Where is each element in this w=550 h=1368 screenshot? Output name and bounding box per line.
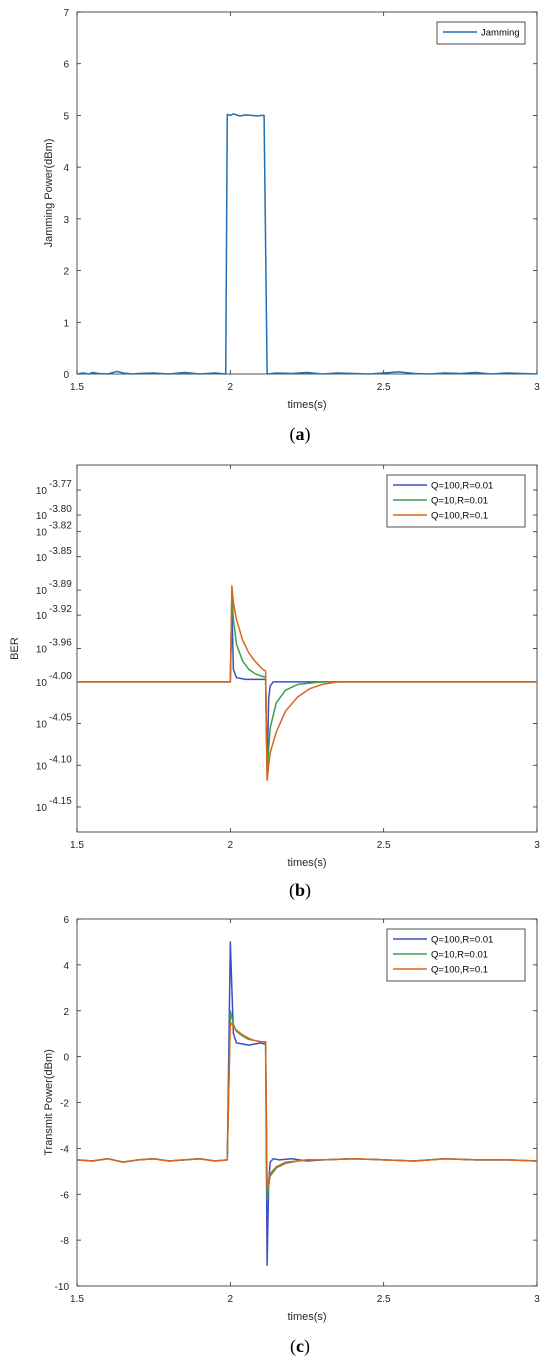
panel-caption: (a) — [290, 424, 311, 445]
caption-paren-close: ) — [305, 880, 311, 901]
y-tick-label: 2 — [63, 1007, 69, 1018]
y-tick-label: 5 — [63, 111, 69, 122]
x-tick-label: 2.5 — [377, 1294, 391, 1305]
legend-entry: Jamming — [481, 28, 520, 39]
y-tick-base: 10 — [36, 528, 48, 539]
y-tick-label: -10 — [55, 1282, 70, 1293]
caption-letter: a — [296, 424, 305, 444]
caption-paren-open: ( — [290, 424, 296, 445]
y-tick-base: 10 — [36, 678, 48, 689]
y-tick-exponent: -3.85 — [49, 546, 72, 557]
y-tick-base: 10 — [36, 486, 48, 497]
x-tick-label: 1.5 — [70, 1294, 84, 1305]
plot-area — [76, 11, 538, 375]
x-tick-label: 1.5 — [70, 840, 84, 851]
y-tick-label: 6 — [63, 915, 69, 926]
series-line-2 — [77, 585, 537, 782]
x-tick-label: 2 — [228, 382, 234, 393]
y-tick-base: 10 — [36, 761, 48, 772]
y-axis-label: Transmit Power(dBm) — [43, 1049, 55, 1156]
y-tick-label: 4 — [63, 163, 69, 174]
y-tick-base: 10 — [36, 803, 48, 814]
y-tick-exponent: -3.80 — [49, 504, 72, 515]
caption-paren-close: ) — [305, 424, 311, 445]
x-axis-label: times(s) — [287, 857, 326, 869]
y-tick-label: 0 — [63, 1053, 69, 1064]
y-tick-label: 0 — [63, 370, 69, 381]
legend-entry: Q=10,R=0.01 — [431, 950, 488, 961]
y-tick-label: 7 — [63, 8, 69, 19]
y-tick-base: 10 — [36, 511, 48, 522]
legend — [436, 21, 526, 45]
y-tick-label: -4 — [60, 1144, 69, 1155]
y-tick-base: 10 — [36, 586, 48, 597]
y-tick-exponent: -4.10 — [49, 754, 72, 765]
y-tick-label: -6 — [60, 1190, 69, 1201]
series-line-0 — [76, 113, 538, 375]
caption-letter: b — [295, 880, 305, 900]
series-line-2 — [76, 1021, 538, 1191]
x-tick-label: 3 — [534, 382, 540, 393]
legend-entry: Q=100,R=0.01 — [431, 935, 493, 946]
y-tick-exponent: -4.15 — [49, 796, 72, 807]
x-axis-label: times(s) — [287, 1311, 326, 1323]
y-tick-label: 6 — [63, 60, 69, 71]
y-tick-label: 3 — [63, 215, 69, 226]
y-tick-base: 10 — [36, 553, 48, 564]
y-tick-exponent: -3.82 — [49, 521, 72, 532]
y-tick-label: 4 — [63, 961, 69, 972]
x-axis-label: times(s) — [287, 399, 326, 411]
y-tick-base: 10 — [36, 611, 48, 622]
x-tick-label: 2.5 — [377, 840, 391, 851]
legend-entry: Q=10,R=0.01 — [431, 496, 488, 507]
y-tick-exponent: -3.89 — [49, 579, 72, 590]
y-tick-label: 1 — [63, 318, 69, 329]
y-tick-exponent: -4.00 — [49, 671, 72, 682]
panel-caption: (b) — [289, 880, 311, 901]
caption-paren-open: ( — [290, 1336, 296, 1357]
x-tick-label: 2.5 — [377, 382, 391, 393]
y-axis-label: BER — [9, 637, 21, 660]
legend — [386, 474, 526, 528]
legend-entry: Q=100,R=0.1 — [431, 511, 488, 522]
x-tick-label: 2 — [228, 840, 234, 851]
panel-caption: (c) — [290, 1336, 310, 1357]
x-tick-label: 3 — [534, 1294, 540, 1305]
chart-panel-b: 1.5 2 2.5 310-3.7710-3.8010-3.8210-3.8510-3… — [9, 464, 540, 901]
y-tick-label: -2 — [60, 1099, 69, 1110]
y-tick-exponent: -4.05 — [49, 713, 72, 724]
x-tick-label: 2 — [228, 1294, 234, 1305]
y-tick-base: 10 — [36, 720, 48, 731]
caption-paren-open: ( — [289, 880, 295, 901]
legend — [386, 928, 526, 982]
chart-panel-a: 1.5 2 2.5 3 0 1 2 3 4 5 6 7 times(s) Jamming Power(dB… — [43, 8, 540, 445]
legend-entry: Q=100,R=0.1 — [431, 965, 488, 976]
y-tick-label: 2 — [63, 267, 69, 278]
y-tick-exponent: -3.92 — [49, 604, 72, 615]
y-tick-exponent: -3.77 — [49, 479, 72, 490]
legend-entry: Q=100,R=0.01 — [431, 481, 493, 492]
y-tick-exponent: -3.96 — [49, 638, 72, 649]
x-tick-label: 3 — [534, 840, 540, 851]
chart-panel-c: 1.5 2 2.5 3 -10 -8 -6 -4 -2 0 2 4 6 times(s) Transmit … — [43, 915, 540, 1357]
y-axis-label: Jamming Power(dBm) — [43, 139, 55, 248]
y-tick-base: 10 — [36, 645, 48, 656]
x-tick-label: 1.5 — [70, 382, 84, 393]
y-tick-label: -8 — [60, 1236, 69, 1247]
caption-letter: c — [296, 1336, 304, 1356]
caption-paren-close: ) — [304, 1336, 310, 1357]
